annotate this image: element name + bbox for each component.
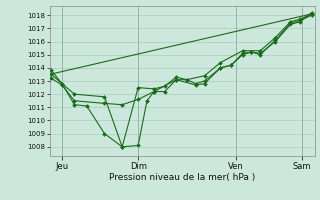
X-axis label: Pression niveau de la mer( hPa ): Pression niveau de la mer( hPa ) bbox=[109, 173, 256, 182]
